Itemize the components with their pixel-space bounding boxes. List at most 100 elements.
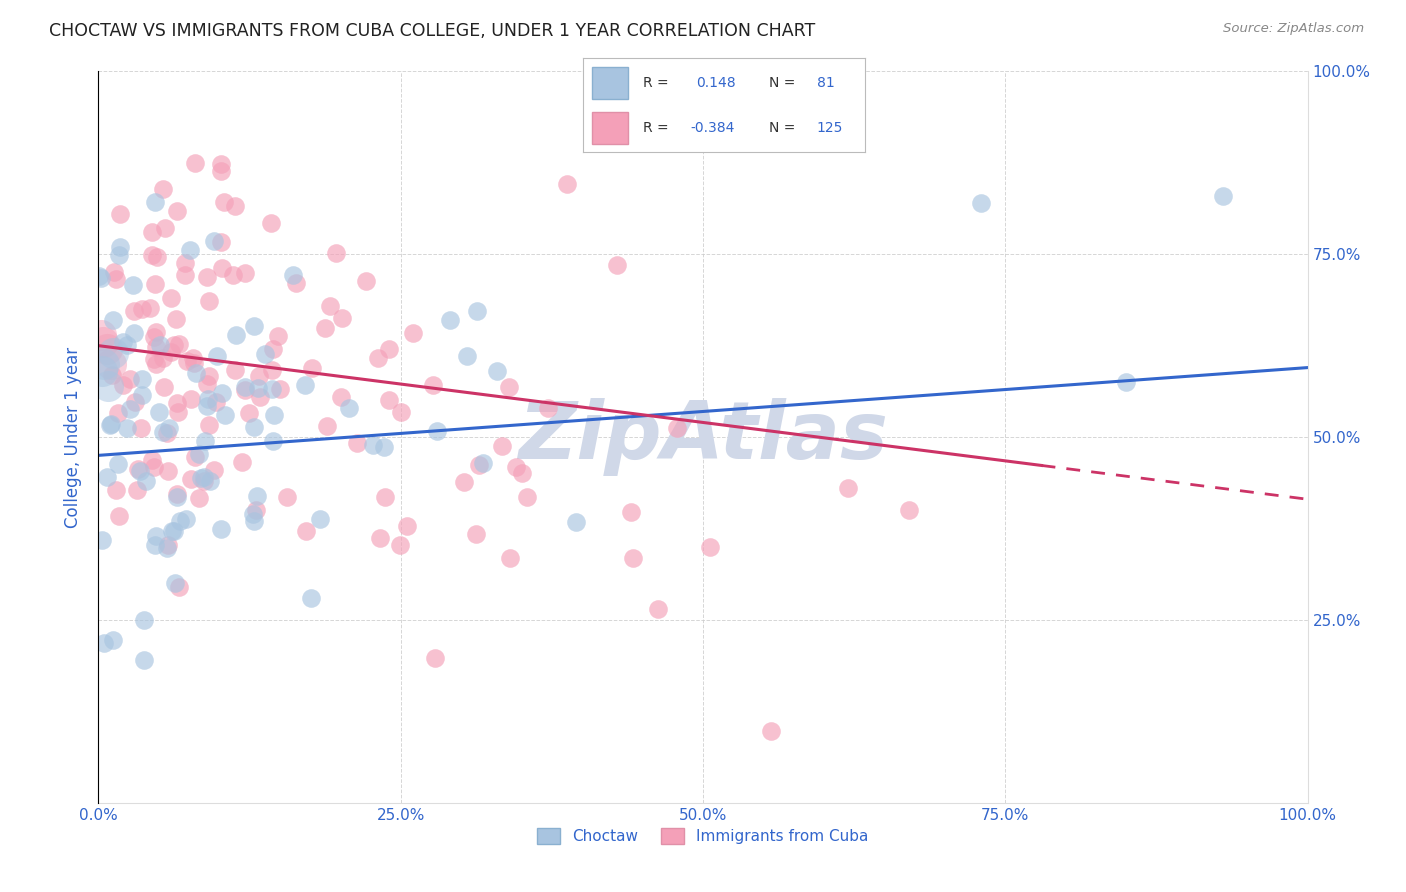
Point [104, 483, 127, 497]
Text: N =: N = [769, 121, 796, 136]
Point [162, 524, 184, 539]
Point [468, 458, 491, 473]
Text: R =: R = [643, 77, 668, 90]
Point [101, 346, 124, 360]
Point [120, 371, 142, 385]
Point [167, 337, 190, 351]
Point [193, 469, 215, 483]
Point [299, 591, 322, 606]
Text: 0.148: 0.148 [696, 77, 735, 90]
Point [183, 356, 205, 370]
Point [402, 326, 425, 341]
Point [537, 401, 560, 416]
Point [153, 380, 176, 394]
Point [142, 459, 165, 474]
Text: 125: 125 [817, 121, 844, 136]
Point [207, 349, 229, 363]
Point [426, 424, 449, 438]
Point [254, 347, 277, 361]
Point [325, 246, 347, 260]
Point [152, 351, 174, 365]
Point [197, 392, 219, 406]
Text: N =: N = [769, 77, 796, 90]
Point [267, 328, 290, 343]
Point [209, 164, 232, 178]
Point [209, 157, 232, 171]
Point [245, 503, 267, 517]
Point [471, 456, 494, 470]
Point [107, 457, 129, 471]
Point [665, 420, 688, 434]
Point [197, 417, 219, 432]
Point [195, 269, 218, 284]
Point [152, 425, 174, 439]
Point [184, 450, 207, 464]
Point [145, 357, 167, 371]
Point [238, 406, 260, 420]
Point [356, 274, 378, 288]
Point [285, 277, 308, 291]
Text: -0.384: -0.384 [690, 121, 735, 136]
Point [897, 503, 920, 517]
Point [330, 311, 353, 326]
Point [456, 349, 478, 363]
Point [132, 613, 155, 627]
Point [104, 272, 127, 286]
Point [165, 311, 187, 326]
Point [166, 395, 188, 409]
Point [209, 235, 232, 249]
Point [166, 204, 188, 219]
Point [211, 260, 233, 275]
Point [107, 508, 129, 523]
Point [124, 395, 146, 409]
Point [197, 377, 219, 392]
Point [107, 406, 129, 420]
Point [187, 491, 209, 506]
Point [145, 194, 167, 209]
Point [166, 490, 188, 504]
Point [505, 460, 527, 475]
Text: ZipAtlas: ZipAtlas [517, 398, 889, 476]
Point [156, 425, 179, 440]
Point [141, 226, 163, 240]
Point [169, 515, 191, 529]
Point [166, 405, 188, 419]
Point [242, 507, 264, 521]
Point [195, 399, 218, 413]
Point [131, 388, 153, 402]
Point [163, 338, 186, 352]
Point [108, 207, 131, 221]
Point [243, 514, 266, 528]
Point [370, 532, 392, 546]
Point [131, 302, 153, 317]
Point [152, 182, 174, 196]
Point [346, 436, 368, 450]
Point [499, 550, 522, 565]
Point [194, 434, 217, 448]
Point [120, 401, 142, 416]
Point [555, 177, 578, 191]
Point [249, 390, 271, 404]
Point [103, 632, 125, 647]
Point [98, 417, 121, 432]
Point [193, 474, 215, 488]
Point [184, 367, 207, 381]
Point [246, 489, 269, 503]
Point [148, 405, 170, 419]
Point [160, 292, 183, 306]
Point [465, 527, 488, 541]
Point [491, 439, 513, 453]
Point [198, 368, 221, 383]
Point [262, 434, 284, 449]
Point [131, 371, 153, 385]
Point [143, 538, 166, 552]
Point [143, 277, 166, 291]
FancyBboxPatch shape [592, 112, 628, 145]
Point [970, 196, 993, 211]
Point [159, 345, 181, 359]
Point [145, 528, 167, 542]
Point [263, 409, 285, 423]
Point [157, 421, 180, 435]
Point [96, 470, 118, 484]
Point [212, 195, 235, 210]
